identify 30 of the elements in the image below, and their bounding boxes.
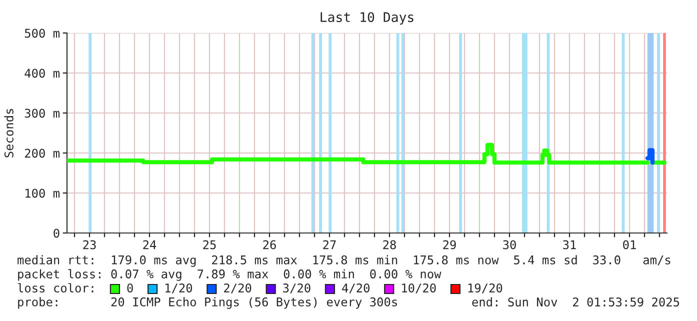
x-tick-label: 01 xyxy=(623,240,636,250)
text: end: Sun Nov 2 01:53:59 2025 xyxy=(472,297,680,306)
text: packet loss: 0.07 % avg 7.89 % max 0.00 % min 0.00 % now xyxy=(18,269,442,281)
text: 2/20 xyxy=(224,283,252,294)
y-tick-label: 400 m xyxy=(24,68,60,78)
text: 3/20 xyxy=(283,283,310,294)
x-tick-label: 27 xyxy=(323,240,336,250)
y-tick-label: 500 m xyxy=(24,28,60,38)
chart-title: Last 10 Days xyxy=(320,12,414,25)
text: 19/20 xyxy=(468,283,502,294)
text: probe: 20 ICMP Echo Pings (56 Bytes) every 300s xyxy=(18,297,397,309)
text: 1/20 xyxy=(165,283,192,294)
x-tick-label: 25 xyxy=(203,240,216,250)
x-tick-label: 29 xyxy=(443,240,456,250)
text: 0 xyxy=(127,283,133,292)
x-tick-label: 28 xyxy=(383,240,396,250)
y-tick-label: 300 m xyxy=(24,108,60,118)
text: loss color: xyxy=(18,283,94,292)
text: 4/20 xyxy=(342,283,370,294)
text: 10/20 xyxy=(402,283,436,294)
text: median rtt: 179.0 ms avg 218.5 ms max 175.8 ms min 175.8 ms now 5.4 ms sd 33.0 am/s xyxy=(18,255,670,267)
x-tick-label: 30 xyxy=(503,240,516,250)
x-tick-label: 24 xyxy=(143,240,156,250)
y-tick-label: 100 m xyxy=(26,188,60,198)
y-tick-label: 0 xyxy=(54,228,60,238)
x-tick-label: 26 xyxy=(263,240,276,250)
x-tick-label: 31 xyxy=(563,240,576,250)
y-tick-label: 200 m xyxy=(24,148,60,158)
x-tick-label: 23 xyxy=(83,240,96,250)
y-axis-title: Seconds xyxy=(4,109,14,158)
